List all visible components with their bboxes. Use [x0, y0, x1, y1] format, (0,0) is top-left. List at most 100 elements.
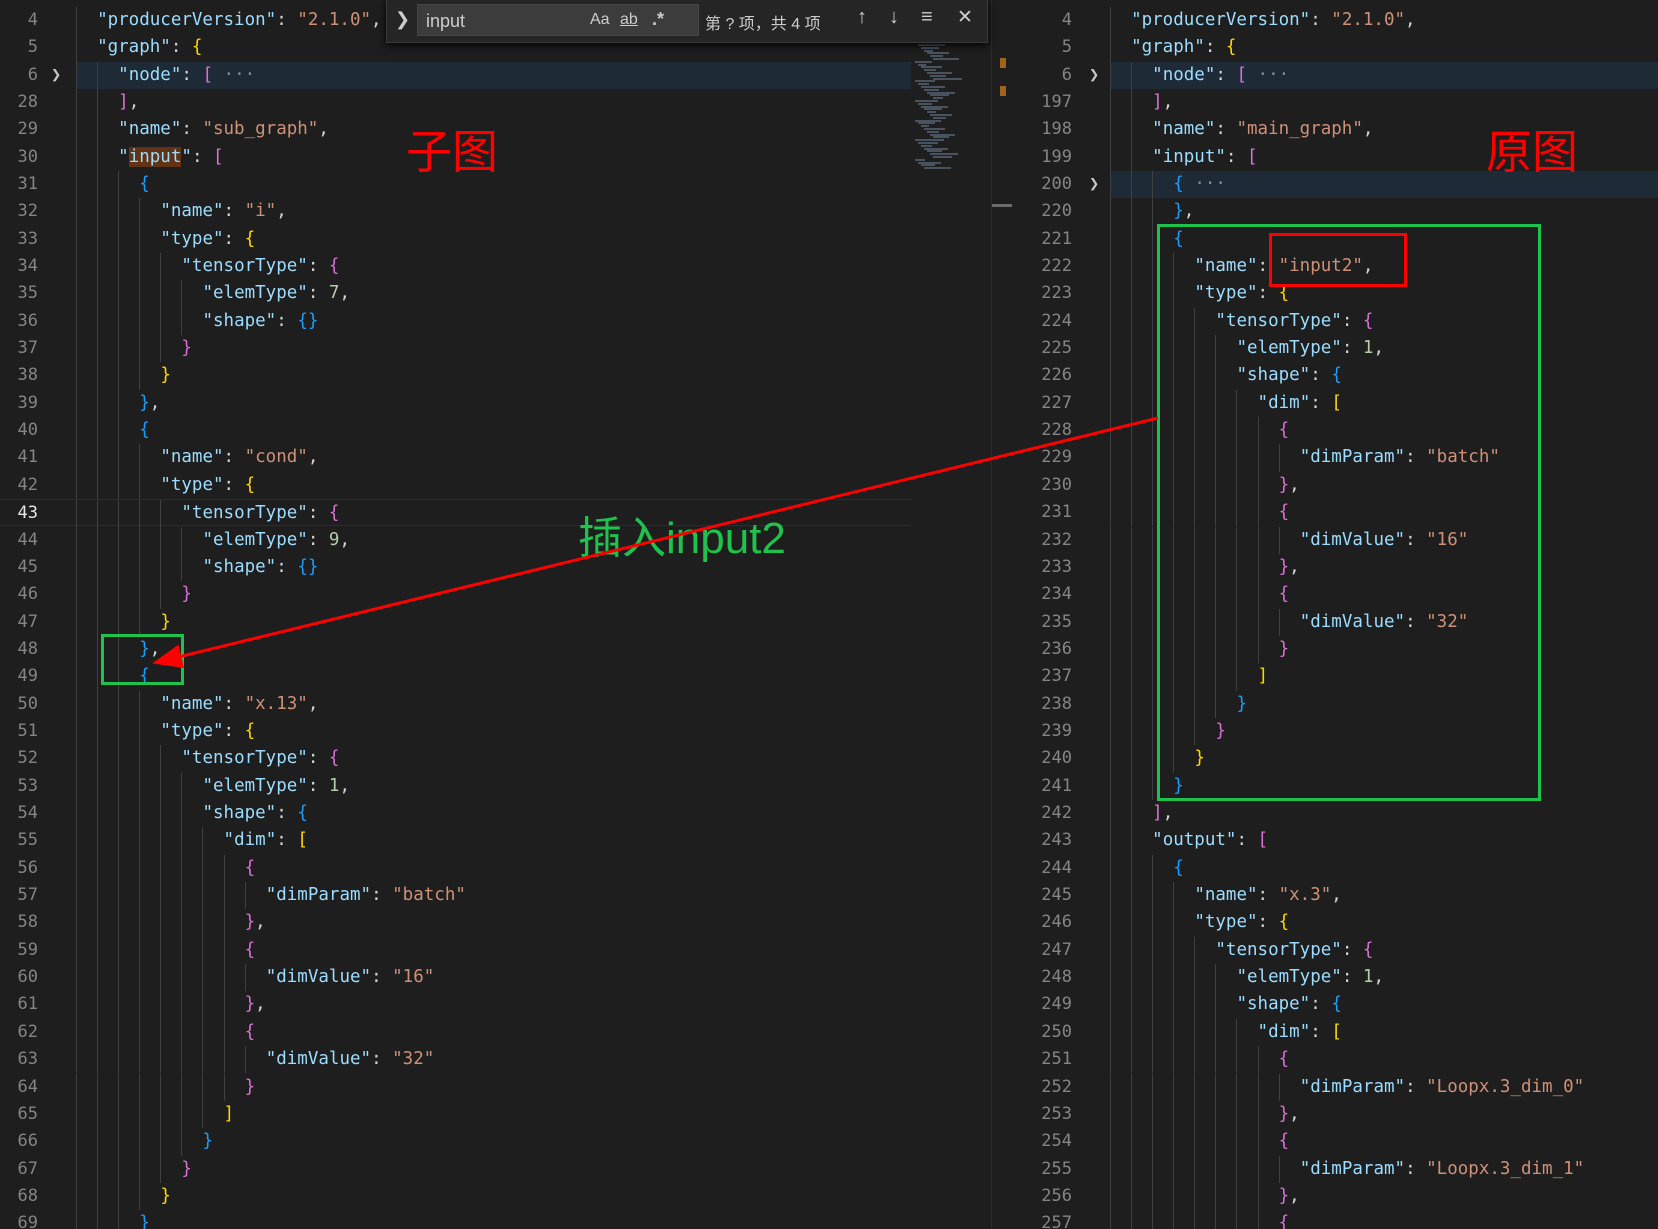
- code-line[interactable]: 6 ❯ "node": [ ···: [1062, 61, 1658, 89]
- code-line[interactable]: 66 }: [0, 1128, 911, 1155]
- code-line[interactable]: 32 "name": "i",: [0, 198, 911, 225]
- code-line[interactable]: 59 {: [0, 937, 911, 964]
- find-in-selection-icon[interactable]: ≡: [921, 6, 933, 28]
- code-line[interactable]: 249 "shape": {: [1013, 991, 1658, 1018]
- code-line[interactable]: 46 }: [0, 581, 911, 608]
- code-line[interactable]: 246 "type": {: [1013, 909, 1658, 936]
- code-line[interactable]: 221 {: [1013, 226, 1658, 253]
- code-line[interactable]: 34 "tensorType": {: [0, 253, 911, 280]
- code-line[interactable]: 53 "elemType": 1,: [0, 773, 911, 800]
- folded-ellipsis[interactable]: ···: [1194, 173, 1226, 194]
- code-line[interactable]: 252 "dimParam": "Loopx.3_dim_0": [1013, 1074, 1658, 1101]
- code-line[interactable]: 57 "dimParam": "batch": [0, 882, 911, 909]
- code-line[interactable]: 3: [1013, 0, 1658, 7]
- code-line[interactable]: 233 },: [1013, 554, 1658, 581]
- code-line[interactable]: 62 {: [0, 1019, 911, 1046]
- code-line[interactable]: 237 ]: [1013, 663, 1658, 690]
- code-line[interactable]: 255 "dimParam": "Loopx.3_dim_1": [1013, 1156, 1658, 1183]
- code-line[interactable]: 227 "dim": [: [1013, 390, 1658, 417]
- find-input[interactable]: input Aa ab .*: [417, 4, 699, 36]
- code-line[interactable]: 55 "dim": [: [0, 827, 911, 854]
- code-line[interactable]: 232 "dimValue": "16": [1013, 527, 1658, 554]
- arrow-down-icon[interactable]: ↓: [889, 6, 899, 28]
- fold-chevron-icon[interactable]: ❯: [51, 64, 62, 85]
- code-line[interactable]: 49 {: [0, 663, 911, 690]
- code-line[interactable]: 4 "producerVersion": "2.1.0",: [1013, 7, 1658, 34]
- vertical-scrollbar[interactable]: [991, 0, 1014, 1229]
- code-line[interactable]: 64 }: [0, 1074, 911, 1101]
- code-line[interactable]: 52 "tensorType": {: [0, 745, 911, 772]
- code-line[interactable]: 42 "type": {: [0, 472, 911, 499]
- code-line[interactable]: 29 "name": "sub_graph",: [0, 116, 911, 143]
- code-line[interactable]: 229 "dimParam": "batch": [1013, 444, 1658, 471]
- scrollbar-thumb[interactable]: [992, 204, 1012, 207]
- code-line[interactable]: 38 }: [0, 362, 911, 389]
- code-line[interactable]: 253 },: [1013, 1101, 1658, 1128]
- code-line[interactable]: 44 "elemType": 9,: [0, 527, 911, 554]
- code-line[interactable]: 250 "dim": [: [1013, 1019, 1658, 1046]
- code-line[interactable]: 230 },: [1013, 472, 1658, 499]
- code-line[interactable]: 228 {: [1013, 417, 1658, 444]
- code-line[interactable]: 224 "tensorType": {: [1013, 308, 1658, 335]
- right-editor[interactable]: 34 "producerVersion": "2.1.0",5 "graph":…: [1013, 0, 1658, 1229]
- code-line[interactable]: 236 }: [1013, 636, 1658, 663]
- code-line[interactable]: 197 ],: [1013, 89, 1658, 116]
- arrow-up-icon[interactable]: ↑: [857, 6, 867, 28]
- code-line[interactable]: 67 }: [0, 1156, 911, 1183]
- code-line[interactable]: 6 ❯ "node": [ ···: [28, 61, 911, 89]
- regex-toggle[interactable]: .*: [652, 9, 665, 29]
- code-line[interactable]: 247 "tensorType": {: [1013, 937, 1658, 964]
- code-line[interactable]: 245 "name": "x.3",: [1013, 882, 1658, 909]
- code-line[interactable]: 65 ]: [0, 1101, 911, 1128]
- code-line[interactable]: 33 "type": {: [0, 226, 911, 253]
- code-line[interactable]: 40 {: [0, 417, 911, 444]
- code-line[interactable]: 235 "dimValue": "32": [1013, 609, 1658, 636]
- code-line[interactable]: 225 "elemType": 1,: [1013, 335, 1658, 362]
- code-line[interactable]: 243 "output": [: [1013, 827, 1658, 854]
- close-icon[interactable]: ✕: [957, 7, 973, 28]
- code-line[interactable]: 198 "name": "main_graph",: [1013, 116, 1658, 143]
- code-line[interactable]: 254 {: [1013, 1128, 1658, 1155]
- code-line[interactable]: 4 "producerVersion": "2.1.0",: [0, 7, 911, 34]
- folded-ellipsis[interactable]: ···: [1257, 64, 1290, 85]
- code-line[interactable]: 222 "name": "input2",: [1013, 253, 1658, 280]
- code-line[interactable]: 231 {: [1013, 499, 1658, 526]
- code-line[interactable]: 58 },: [0, 909, 911, 936]
- code-line[interactable]: 60 "dimValue": "16": [0, 964, 911, 991]
- code-line[interactable]: 200 ❯ { ···: [1041, 170, 1658, 199]
- fold-chevron-icon[interactable]: ❯: [1089, 64, 1100, 85]
- code-line[interactable]: 35 "elemType": 7,: [0, 280, 911, 307]
- code-line[interactable]: 241 }: [1013, 773, 1658, 800]
- code-line[interactable]: 30 "input": [: [0, 144, 911, 171]
- code-line[interactable]: 51 "type": {: [0, 718, 911, 745]
- left-editor[interactable]: 34 "producerVersion": "2.1.0",5 "graph":…: [0, 0, 911, 1229]
- code-line[interactable]: 69 }: [0, 1210, 911, 1229]
- chevron-right-icon[interactable]: ❯: [395, 9, 411, 29]
- code-line[interactable]: 257 {: [1013, 1210, 1658, 1229]
- code-line[interactable]: 56 {: [0, 855, 911, 882]
- code-line[interactable]: 36 "shape": {}: [0, 308, 911, 335]
- code-line[interactable]: 54 "shape": {: [0, 800, 911, 827]
- code-line[interactable]: 61 },: [0, 991, 911, 1018]
- code-line[interactable]: 41 "name": "cond",: [0, 444, 911, 471]
- code-line[interactable]: 43 "tensorType": {: [0, 499, 911, 527]
- code-line[interactable]: 63 "dimValue": "32": [0, 1046, 911, 1073]
- code-line[interactable]: 28 ],: [0, 89, 911, 116]
- code-line[interactable]: 244 {: [1013, 855, 1658, 882]
- fold-chevron-icon[interactable]: ❯: [1089, 173, 1100, 194]
- whole-word-toggle[interactable]: ab: [620, 11, 638, 28]
- match-case-toggle[interactable]: Aa: [590, 11, 610, 28]
- code-line[interactable]: 5 "graph": {: [0, 34, 911, 61]
- code-line[interactable]: 68 }: [0, 1183, 911, 1210]
- code-line[interactable]: 39 },: [0, 390, 911, 417]
- code-line[interactable]: 47 }: [0, 609, 911, 636]
- code-line[interactable]: 234 {: [1013, 581, 1658, 608]
- code-line[interactable]: 240 }: [1013, 745, 1658, 772]
- code-line[interactable]: 3: [0, 0, 911, 7]
- code-line[interactable]: 220 },: [1013, 198, 1658, 225]
- folded-ellipsis[interactable]: ···: [223, 64, 256, 85]
- code-line[interactable]: 223 "type": {: [1013, 280, 1658, 307]
- code-line[interactable]: 5 "graph": {: [1013, 34, 1658, 61]
- code-line[interactable]: 239 }: [1013, 718, 1658, 745]
- code-line[interactable]: 50 "name": "x.13",: [0, 691, 911, 718]
